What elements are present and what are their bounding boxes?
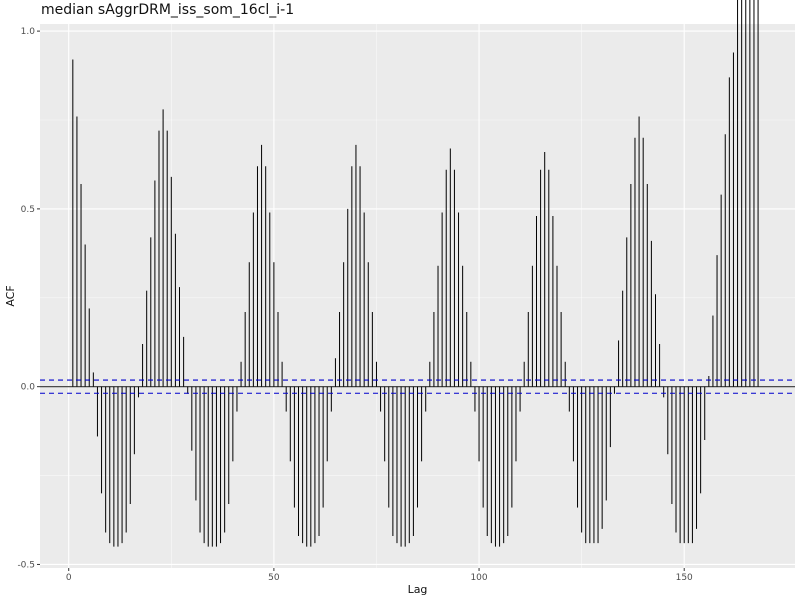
x-tick-label: 150 bbox=[676, 573, 693, 583]
x-axis-title: Lag bbox=[408, 583, 428, 596]
chart-title: median sAggrDRM_iss_som_16cl_i-1 bbox=[41, 2, 295, 18]
y-tick-label: 0.5 bbox=[21, 205, 35, 215]
y-axis-title: ACF bbox=[4, 285, 17, 306]
x-tick-label: 100 bbox=[470, 573, 487, 583]
y-tick-label: 0.0 bbox=[21, 383, 36, 393]
x-tick-label: 0 bbox=[66, 573, 72, 583]
x-tick-label: 50 bbox=[268, 573, 280, 583]
y-tick-label: 1.0 bbox=[21, 27, 36, 37]
y-tick-label: -0.5 bbox=[17, 560, 35, 570]
